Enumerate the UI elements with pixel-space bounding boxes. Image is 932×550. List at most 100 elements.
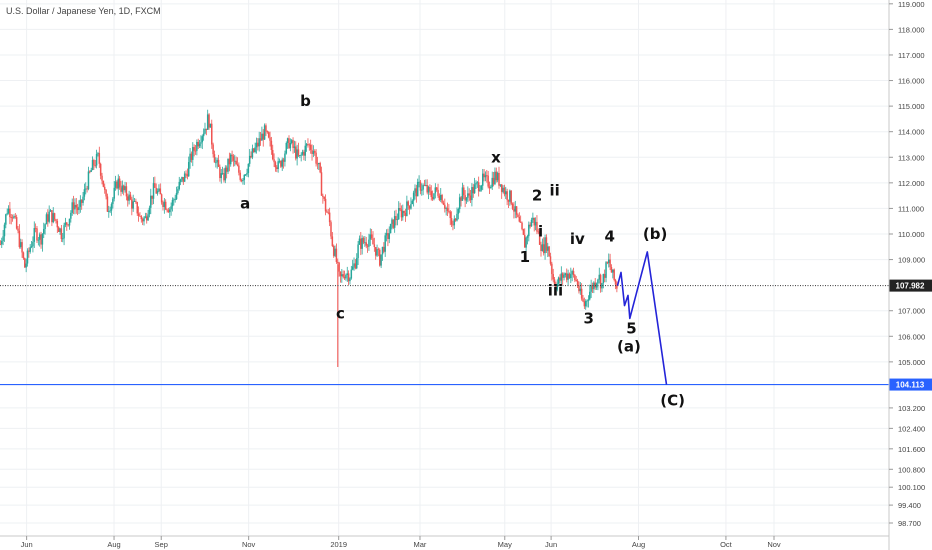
candle-body <box>559 277 561 281</box>
candle-body <box>114 181 117 188</box>
candle-body <box>113 187 115 199</box>
candle-body <box>518 217 521 222</box>
candle-body <box>281 159 283 167</box>
candle-body <box>131 199 133 209</box>
time-tick-label: Jun <box>545 540 557 549</box>
candle-body <box>502 187 504 192</box>
candle-body <box>174 199 176 200</box>
candle-body <box>510 190 512 204</box>
candle-body <box>101 175 103 181</box>
candle-body <box>220 173 222 179</box>
price-tick-label: 111.000 <box>898 204 924 213</box>
candle-body <box>48 211 50 222</box>
candle-body <box>204 128 206 134</box>
candle-body <box>523 234 526 248</box>
candle-body <box>128 194 130 201</box>
candle-body <box>381 246 384 255</box>
candle-body <box>450 218 453 225</box>
candle-body <box>426 185 428 193</box>
candle-body <box>60 228 63 239</box>
candle-body <box>487 175 489 187</box>
candle-body <box>331 236 334 247</box>
candle-body <box>164 201 167 210</box>
projection-path <box>616 251 668 385</box>
candle-body <box>496 172 499 181</box>
candle-body <box>190 153 193 160</box>
candle-body <box>192 147 194 160</box>
candle-body <box>335 248 338 262</box>
candle-body <box>376 249 378 256</box>
candle-body <box>525 237 527 248</box>
candle-body <box>521 222 523 230</box>
price-tick-label: 102.400 <box>898 424 925 433</box>
candle-body <box>140 216 143 220</box>
candle-body <box>578 285 580 292</box>
time-tick-label: Jun <box>21 540 33 549</box>
candle-body <box>259 138 262 141</box>
candle-body <box>87 171 90 190</box>
candle-body <box>479 189 481 192</box>
candle-body <box>369 234 372 240</box>
candle-body <box>507 199 510 202</box>
candle-body <box>61 238 64 240</box>
candle-body <box>56 220 59 228</box>
candle-body <box>422 185 424 190</box>
candle-body <box>43 228 45 234</box>
candle-body <box>601 283 603 289</box>
candle-body <box>122 185 125 191</box>
wave-label: iv <box>570 230 585 248</box>
price-axis[interactable]: 98.700 99.400 100.100 100.800 101.600 102.400… <box>888 0 925 550</box>
candle-body <box>555 285 557 290</box>
candle-body <box>202 133 205 137</box>
candle-body <box>124 186 126 191</box>
candle-body <box>370 234 373 239</box>
wave-label: (C) <box>660 391 685 409</box>
time-tick-label: Aug <box>632 540 645 549</box>
candle-body <box>613 269 615 280</box>
candle-body <box>112 198 114 205</box>
candle-body <box>155 187 157 194</box>
candle-body <box>7 208 10 214</box>
candle-body <box>6 213 8 215</box>
wave-label: a <box>240 194 250 212</box>
candle-body <box>433 193 435 200</box>
time-axis[interactable]: Jun Aug Sep Nov 2019 Mar May Jun Aug Oct Nov <box>0 535 889 549</box>
candle-body <box>605 262 607 278</box>
candle-body <box>544 237 546 254</box>
candle-body <box>158 188 160 191</box>
candle-body <box>469 195 472 201</box>
candle-body <box>511 203 514 209</box>
candle-body <box>17 228 19 231</box>
candle-body <box>541 244 544 251</box>
candle-body <box>449 211 451 219</box>
candle-body <box>83 189 86 197</box>
candle-body <box>345 274 347 279</box>
candle-body <box>269 137 271 141</box>
candle-body <box>235 160 237 165</box>
candle-body <box>34 228 37 229</box>
candle-body <box>66 222 68 225</box>
candle-body <box>178 181 180 190</box>
candle-body <box>361 238 363 249</box>
candle-body <box>458 197 461 210</box>
candle-body <box>316 163 319 165</box>
candle-body <box>385 233 388 236</box>
candle-body <box>362 238 365 243</box>
candle-body <box>242 179 244 182</box>
candle-body <box>560 273 563 281</box>
candle-body <box>460 197 462 201</box>
wave-label: 2 <box>532 187 542 205</box>
candle-body <box>414 188 416 193</box>
candle-body <box>453 218 456 226</box>
candle-body <box>580 288 583 299</box>
candle-body <box>38 234 41 240</box>
candle-body <box>51 210 53 223</box>
candle-body <box>427 187 430 193</box>
price-tick-label: 107.000 <box>898 307 925 316</box>
candle-body <box>307 143 309 145</box>
current-price-tag <box>889 279 932 292</box>
candle-body <box>200 142 202 144</box>
candle-body <box>105 189 107 197</box>
